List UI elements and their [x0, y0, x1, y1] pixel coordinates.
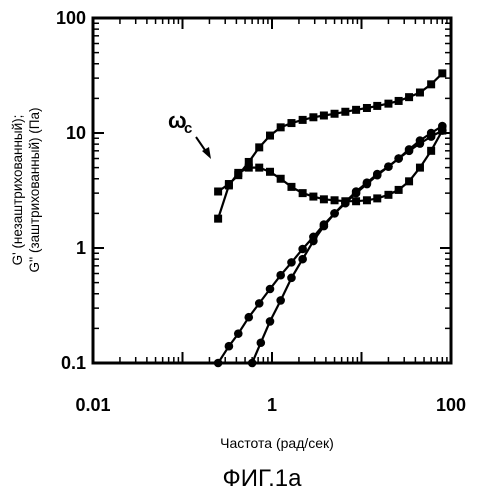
data-point-square: [214, 214, 223, 223]
data-point-circle: [330, 209, 339, 218]
y-axis-label-line1: G' (незаштрихованный);: [10, 115, 25, 266]
data-point-square: [384, 99, 393, 108]
y-tick-label: 1: [76, 238, 86, 258]
data-point-square: [352, 197, 361, 206]
data-point-circle: [265, 317, 275, 326]
data-point-square: [405, 93, 414, 102]
annotation-omega-c: ω c: [168, 108, 211, 159]
data-point-circle: [287, 273, 296, 283]
x-tick-label: 1: [267, 395, 277, 415]
data-point-square: [427, 80, 436, 89]
y-axis-label-line2: G'' (заштрихованный) (Па): [27, 108, 42, 273]
data-point-square: [255, 163, 264, 172]
data-point-circle: [394, 154, 403, 163]
data-point-square: [266, 131, 275, 140]
data-point-circle: [298, 244, 307, 254]
data-point-circle: [404, 146, 414, 156]
data-point-circle: [244, 312, 254, 322]
data-point-circle: [426, 132, 436, 141]
data-point-square: [309, 113, 318, 122]
data-point-square: [427, 146, 436, 155]
data-point-circle: [287, 258, 296, 267]
data-point-square: [373, 101, 382, 110]
data-point-square: [319, 111, 328, 120]
data-point-square: [234, 168, 243, 177]
data-point-circle: [247, 358, 257, 368]
data-point-circle: [351, 187, 361, 196]
omega-c-arrow-head: [202, 147, 211, 159]
data-point-circle: [276, 296, 285, 305]
data-point-square: [287, 119, 296, 128]
data-point-square: [352, 105, 361, 114]
data-point-square: [319, 195, 328, 204]
y-tick-label: 10: [66, 123, 86, 143]
data-point-circle: [362, 178, 372, 187]
data-point-circle: [319, 221, 329, 231]
data-point-square: [362, 103, 371, 112]
omega-c-symbol: ω: [168, 108, 187, 133]
figure-caption: ФИГ.1а: [223, 465, 303, 492]
ticks: 0.01 1 100 100 10 1 0.1: [56, 8, 466, 415]
series-2: [214, 126, 447, 223]
data-point-square: [373, 194, 382, 203]
series: [213, 69, 447, 368]
series-4: [247, 126, 447, 368]
data-point-square: [415, 163, 424, 172]
y-axis-label: G' (незаштрихованный); G'' (заштрихованн…: [10, 108, 42, 273]
series-line: [217, 130, 444, 219]
data-point-circle: [276, 270, 285, 280]
x-tick-label: 0.01: [75, 395, 110, 415]
data-point-circle: [372, 169, 382, 179]
x-tick-label: 100: [436, 395, 466, 415]
data-point-square: [255, 143, 264, 152]
data-point-circle: [233, 329, 243, 338]
data-point-square: [341, 107, 350, 116]
y-tick-label: 100: [56, 8, 86, 28]
data-point-square: [298, 115, 307, 124]
data-point-circle: [341, 197, 350, 207]
omega-c-subscript: c: [184, 120, 192, 137]
data-point-circle: [254, 299, 264, 308]
data-point-circle: [224, 341, 234, 351]
data-point-square: [415, 88, 424, 97]
data-point-circle: [309, 236, 318, 246]
y-tick-label: 0.1: [61, 353, 86, 373]
data-point-square: [405, 177, 414, 186]
data-point-square: [244, 157, 253, 166]
data-point-square: [330, 196, 339, 205]
data-point-square: [276, 174, 285, 183]
data-point-circle: [298, 254, 307, 264]
data-point-circle: [438, 126, 447, 135]
data-point-circle: [213, 358, 223, 368]
data-point-square: [330, 109, 339, 118]
data-point-square: [266, 167, 275, 176]
x-axis-label: Частота (рад/сек): [220, 435, 334, 451]
data-point-square: [362, 196, 371, 205]
data-point-square: [287, 182, 296, 191]
data-point-square: [438, 69, 447, 78]
series-line: [217, 72, 444, 193]
data-point-square: [298, 189, 307, 198]
data-point-square: [394, 96, 403, 105]
data-point-square: [309, 192, 318, 201]
data-point-square: [276, 123, 285, 132]
data-point-square: [214, 187, 223, 196]
data-point-square: [394, 185, 403, 194]
data-point-square: [224, 181, 233, 190]
data-point-square: [244, 163, 253, 172]
data-point-square: [384, 190, 393, 199]
series-line: [251, 129, 443, 364]
data-point-circle: [415, 139, 425, 148]
data-point-circle: [265, 284, 275, 294]
data-point-circle: [384, 162, 393, 171]
data-point-circle: [256, 338, 266, 348]
